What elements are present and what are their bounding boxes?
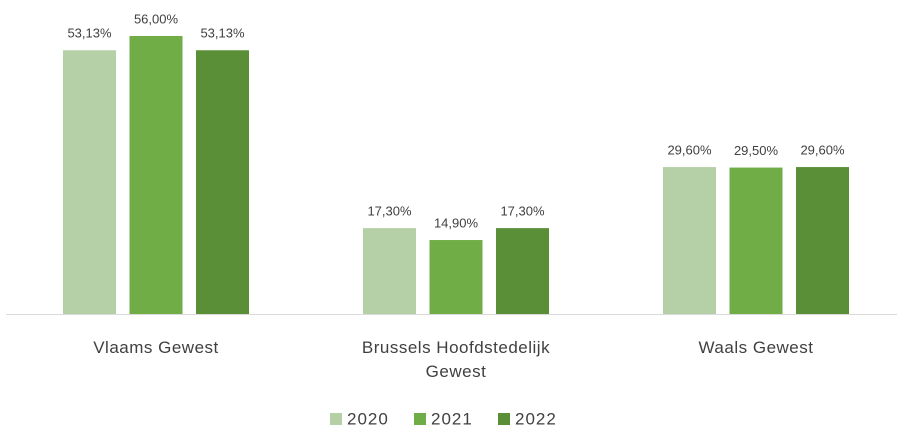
legend-label: 2020 — [347, 409, 389, 428]
data-label: 53,13% — [67, 26, 112, 41]
data-label: 17,30% — [500, 204, 545, 219]
bar — [429, 240, 483, 314]
bar — [196, 50, 249, 315]
bar — [729, 167, 783, 314]
x-tick-label: Brussels Hoofdstedelijk Gewest — [361, 338, 551, 381]
bar — [496, 228, 549, 314]
bar — [129, 36, 183, 314]
data-label: 29,60% — [800, 142, 845, 157]
data-label: 14,90% — [434, 215, 479, 230]
data-label: 29,50% — [734, 143, 779, 158]
x-tick-label: Waals Gewest — [698, 338, 814, 357]
bar — [363, 228, 416, 314]
x-tick-label: Vlaams Gewest — [93, 338, 219, 357]
bar — [796, 167, 849, 314]
legend-swatch — [330, 413, 342, 425]
data-label: 56,00% — [134, 11, 179, 26]
data-label: 17,30% — [367, 204, 412, 219]
legend-label: 2021 — [431, 409, 473, 428]
data-label: 29,60% — [667, 142, 712, 157]
legend-swatch — [498, 413, 510, 425]
bar — [663, 167, 716, 314]
data-label: 53,13% — [200, 26, 245, 41]
legend-label: 2022 — [515, 409, 557, 428]
bar — [63, 50, 116, 315]
legend-swatch — [414, 413, 426, 425]
